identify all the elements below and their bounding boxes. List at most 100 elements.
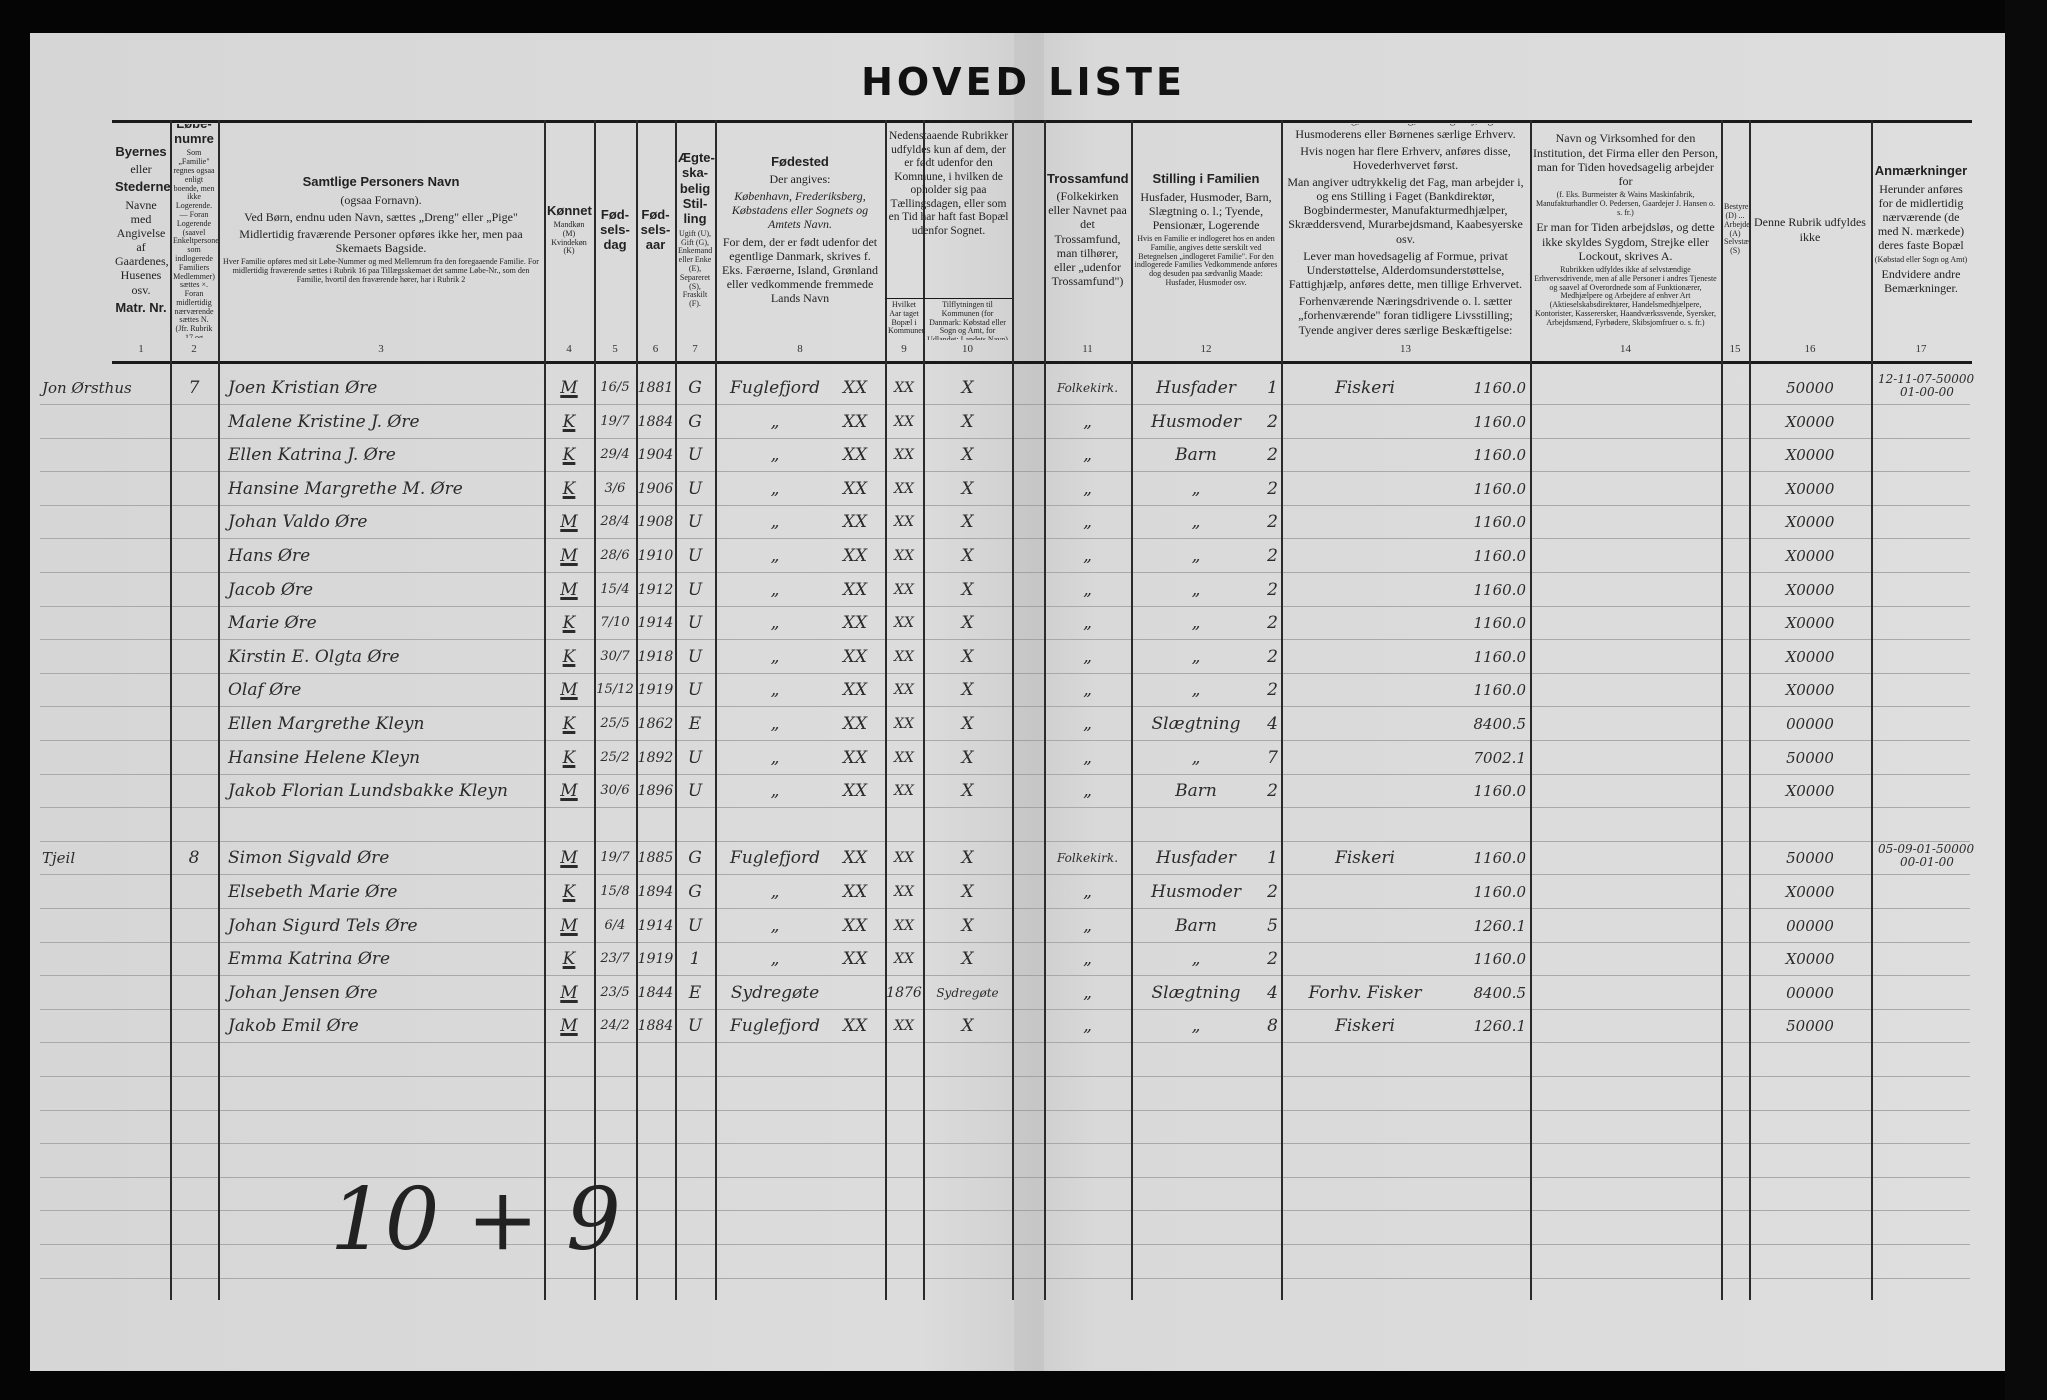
family-position-code: 7	[1267, 747, 1278, 768]
sex: M	[560, 546, 578, 566]
row-rule	[40, 740, 1970, 741]
birthplace-mark: XX	[842, 949, 868, 970]
occupation-code: 1160.0	[1473, 379, 1527, 397]
header-top-rule	[112, 120, 1972, 123]
birthplace-mark: XX	[842, 378, 868, 398]
person-name: Jakob Florian Lundsbakke Kleyn	[228, 781, 508, 802]
column-rule	[1281, 120, 1283, 1300]
column-rule	[885, 120, 887, 1300]
person-name: Hans Øre	[228, 546, 311, 566]
birth-year: 1908	[637, 514, 674, 531]
column-header-text: Hvis nogen har flere Erhverv, anføres di…	[1300, 143, 1511, 172]
family-position: „	[1191, 747, 1201, 768]
column-header-text: Kønnet	[547, 202, 592, 218]
person-name: Olaf Øre	[228, 680, 302, 701]
column-number: 12	[1200, 343, 1212, 355]
column-header-text: Bestyrer (D) ... Arbejder (A) Selvstændi…	[1724, 202, 1749, 256]
column-header-text: Ved Børn, endnu uden Navn, sættes „Dreng…	[244, 209, 518, 224]
column-number: 9	[901, 343, 907, 355]
column-header-text: Der angives:	[769, 171, 831, 186]
family-position-code: 2	[1267, 613, 1278, 634]
column-header-text: Denne Rubrik udfyldes ikke	[1754, 215, 1866, 244]
birthplace-mark: XX	[842, 1016, 868, 1037]
year-moved-in: XX	[894, 514, 914, 531]
sex: K	[562, 411, 576, 432]
religion: „	[1083, 915, 1092, 936]
previous-residence: X	[961, 714, 974, 734]
marital-status: U	[687, 915, 703, 936]
row-rule	[40, 1076, 1970, 1077]
birth-day: 28/4	[600, 514, 630, 530]
birth-day: 16/5	[600, 380, 630, 395]
occupation-code: 1160.0	[1473, 412, 1527, 431]
birthplace-mark: XX	[842, 445, 868, 466]
previous-residence: Sydregøte	[936, 985, 999, 1000]
birthplace-mark: XX	[842, 714, 868, 734]
column-16-code: X0000	[1785, 513, 1835, 532]
row-rule	[40, 538, 1970, 540]
family-position: „	[1191, 1016, 1201, 1037]
marital-status: E	[688, 982, 702, 1003]
column-header-8: Fødested Der angives: København, Frederiks…	[715, 124, 885, 338]
column-number: 2	[191, 343, 197, 355]
previous-residence: X	[961, 882, 974, 902]
family-position: „	[1191, 646, 1201, 667]
family-position: „	[1191, 478, 1201, 499]
birth-year: 1914	[637, 917, 674, 934]
column-rule	[1131, 120, 1133, 1300]
birth-day: 29/4	[600, 447, 630, 463]
family-number: 8	[188, 848, 200, 869]
birthplace: „	[770, 411, 780, 432]
column-header-text: Hvis en Familie er indlogeret hos en and…	[1134, 234, 1278, 287]
person-name: Johan Jensen Øre	[228, 982, 378, 1003]
family-position: „	[1191, 546, 1201, 566]
column-header-text: Midlertidig fraværende Personer opføres …	[239, 226, 523, 256]
occupation-code: 1160.0	[1473, 950, 1527, 969]
previous-residence: X	[961, 478, 974, 499]
row-rule	[40, 504, 1970, 506]
column-header-text: (Folkekirken eller Navnet paa det Trossa…	[1048, 189, 1127, 289]
column-header-text: Stedernes	[115, 179, 170, 195]
column-rule	[1530, 120, 1532, 1300]
sex: M	[560, 1016, 578, 1037]
column-rule	[594, 120, 596, 1300]
birth-year: 1884	[637, 1018, 674, 1035]
family-position-code: 8	[1267, 1016, 1278, 1037]
previous-residence: X	[961, 781, 974, 802]
religion: Folkekirk.	[1056, 851, 1119, 866]
family-position-code: 2	[1267, 445, 1278, 466]
sex: K	[562, 646, 576, 667]
person-name: Jacob Øre	[228, 579, 314, 600]
column-header-text: eller	[130, 162, 152, 177]
occupation-code: 1260.1	[1473, 916, 1527, 935]
year-moved-in: XX	[894, 413, 914, 430]
column-number: 11	[1082, 343, 1093, 355]
sex: M	[560, 781, 578, 802]
occupation-code: 8400.5	[1473, 715, 1527, 733]
year-moved-in: XX	[894, 884, 914, 900]
column-header-9: Hvilket Aar taget Bopæl i Kommunen	[885, 300, 923, 340]
family-position: Husmoder	[1151, 882, 1241, 902]
birth-day: 25/5	[600, 716, 630, 731]
scan-border	[2005, 0, 2047, 1400]
religion: „	[1083, 714, 1092, 734]
religion: „	[1083, 445, 1092, 466]
birthplace: „	[770, 445, 780, 466]
column-rule	[675, 120, 677, 1300]
birthplace: „	[770, 680, 780, 701]
column-16-code: X0000	[1785, 479, 1835, 498]
column-number: 10	[962, 343, 973, 355]
occupation-code: 1160.0	[1473, 849, 1527, 868]
person-name: Emma Katrina Øre	[228, 949, 391, 970]
column-number: 7	[692, 343, 698, 355]
sex: K	[562, 714, 576, 734]
birth-year: 1919	[637, 951, 674, 968]
column-header-text: Navne med Angivelse af Gaardenes, Husene…	[115, 197, 169, 297]
column-header-12: Stilling i Familien Husfader, Husmoder, B…	[1131, 124, 1281, 338]
row-rule	[40, 639, 1970, 641]
row-rule	[40, 404, 1970, 405]
year-moved-in: XX	[894, 648, 914, 665]
occupation-code: 1160.0	[1473, 580, 1527, 599]
birth-day: 15/4	[600, 581, 630, 597]
family-position-code: 2	[1267, 781, 1278, 802]
